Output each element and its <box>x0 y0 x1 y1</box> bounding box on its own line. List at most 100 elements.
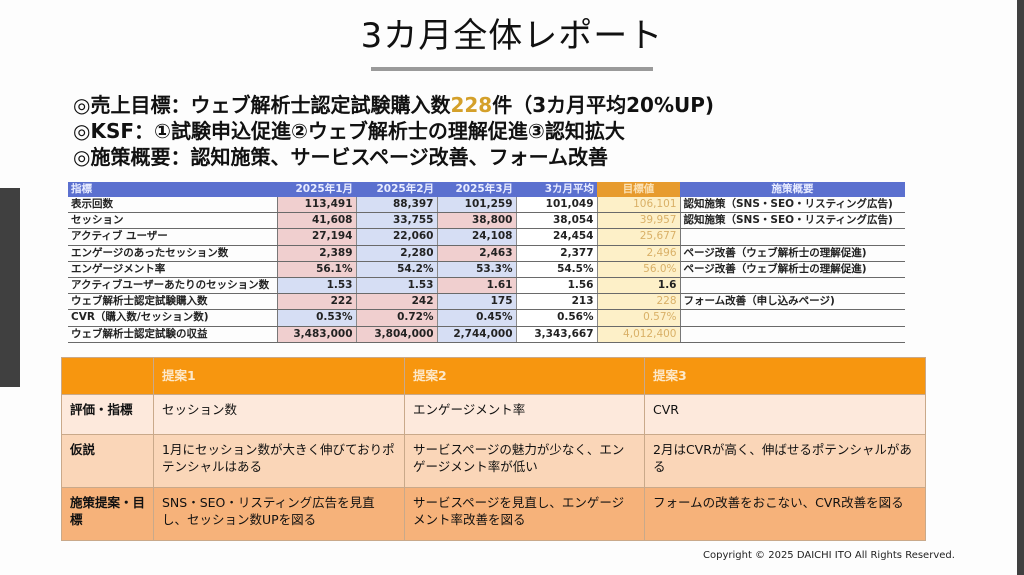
kpi-cell-mar: 175 <box>437 293 517 311</box>
bullet-ksf: ◎KSF：①試験申込促進②ウェブ解析士の理解促進③認知拡大 <box>73 119 625 143</box>
proposal-cell: 1月にセッション数が大きく伸びておりポテンシャルはある <box>153 434 405 488</box>
kpi-header-target: 目標値 <box>597 182 680 197</box>
kpi-row-label: CVR（購入数/セッション数) <box>68 309 278 327</box>
kpi-cell-target: 228 <box>597 293 681 311</box>
kpi-cell-target: 1.6 <box>597 277 681 295</box>
kpi-cell-target: 4,012,400 <box>597 326 681 343</box>
kpi-row-label: ウェブ解析士認定試験購入数 <box>68 293 278 311</box>
proposal-header-row: 提案1 提案2 提案3 <box>61 357 926 395</box>
title-underline <box>371 67 653 71</box>
proposal-row-label: 評価・指標 <box>61 394 154 435</box>
kpi-cell-feb: 3,804,000 <box>356 326 438 343</box>
proposal-cell: 2月はCVRが高く、伸ばせるポテンシャルがある <box>644 434 926 488</box>
bullet-suffix: 件（3カ月平均20%UP) <box>492 93 715 117</box>
proposal-row-plan: 施策提案・目標 SNS・SEO・リスティング広告を見直し、セッション数UPを図る… <box>61 487 926 541</box>
proposal-cell: セッション数 <box>153 394 405 435</box>
proposal-table: 提案1 提案2 提案3 評価・指標 セッション数 エンゲージメント率 CVR 仮… <box>61 357 926 541</box>
kpi-row: CVR（購入数/セッション数) 0.53% 0.72% 0.45% 0.56% 0.57% <box>68 309 905 327</box>
proposal-row-label: 施策提案・目標 <box>61 487 154 541</box>
kpi-row: エンゲージのあったセッション数 2,389 2,280 2,463 2,377 2,496… <box>68 245 905 262</box>
kpi-cell-mar: 53.3% <box>437 261 517 278</box>
proposal-cell: SNS・SEO・リスティング広告を見直し、セッション数UPを図る <box>153 487 405 541</box>
kpi-cell-jan: 2,389 <box>277 245 357 262</box>
kpi-cell-avg: 54.5% <box>516 261 598 278</box>
kpi-cell-summary <box>679 326 905 343</box>
kpi-cell-feb: 33,755 <box>356 212 438 230</box>
proposal-row-label: 仮説 <box>61 434 154 488</box>
kpi-row: セッション 41,608 33,755 38,800 38,054 39,957 認知施策（… <box>68 212 905 230</box>
kpi-cell-summary <box>679 309 905 327</box>
kpi-cell-summary <box>679 277 905 295</box>
proposal-header-1: 提案1 <box>153 357 405 395</box>
kpi-cell-mar: 1.61 <box>437 277 517 295</box>
kpi-row: アクティブ ユーザー 27,194 22,060 24,108 24,454 25,677 <box>68 228 905 246</box>
kpi-cell-jan: 27,194 <box>277 228 357 246</box>
summary-bullets: ◎売上目標：ウェブ解析士認定試験購入数228件（3カ月平均20%UP) ◎KSF… <box>73 92 714 170</box>
kpi-cell-avg: 24,454 <box>516 228 598 246</box>
kpi-cell-mar: 0.45% <box>437 309 517 327</box>
copyright-footer: Copyright © 2025 DAICHI ITO All Rights R… <box>703 550 955 561</box>
kpi-cell-target: 25,677 <box>597 228 681 246</box>
kpi-cell-mar: 38,800 <box>437 212 517 230</box>
kpi-cell-summary: フォーム改善（申し込みページ) <box>679 293 905 311</box>
kpi-cell-jan: 0.53% <box>277 309 357 327</box>
kpi-row-label: アクティブユーザーあたりのセッション数 <box>68 277 278 295</box>
kpi-cell-feb: 242 <box>356 293 438 311</box>
kpi-cell-summary: 認知施策（SNS・SEO・リスティング広告) <box>679 212 905 230</box>
kpi-cell-summary: ページ改善（ウェブ解析士の理解促進) <box>679 245 905 262</box>
kpi-cell-avg: 0.56% <box>516 309 598 327</box>
kpi-cell-mar: 101,259 <box>437 197 517 214</box>
kpi-header-row: 指標 2025年1月 2025年2月 2025年3月 3カ月平均 目標値 施策概… <box>68 182 905 197</box>
kpi-cell-jan: 222 <box>277 293 357 311</box>
kpi-cell-feb: 0.72% <box>356 309 438 327</box>
kpi-row: アクティブユーザーあたりのセッション数 1.53 1.53 1.61 1.56 1.6 <box>68 277 905 295</box>
bullet-prefix: ◎売上目標：ウェブ解析士認定試験購入数 <box>73 93 451 117</box>
proposal-row-metric: 評価・指標 セッション数 エンゲージメント率 CVR <box>61 394 926 435</box>
kpi-cell-feb: 22,060 <box>356 228 438 246</box>
proposal-cell: CVR <box>644 394 926 435</box>
kpi-cell-target: 2,496 <box>597 245 681 262</box>
kpi-cell-avg: 3,343,667 <box>516 326 598 343</box>
bullet-measures: ◎施策概要：認知施策、サービスページ改善、フォーム改善 <box>73 145 609 169</box>
kpi-header-jan: 2025年1月 <box>277 182 356 197</box>
kpi-cell-avg: 38,054 <box>516 212 598 230</box>
kpi-cell-avg: 1.56 <box>516 277 598 295</box>
kpi-row-label: ウェブ解析士認定試験の収益 <box>68 326 278 343</box>
kpi-cell-summary: 認知施策（SNS・SEO・リスティング広告) <box>679 197 905 214</box>
kpi-header-label: 指標 <box>68 182 277 197</box>
kpi-row-label: アクティブ ユーザー <box>68 228 278 246</box>
kpi-cell-feb: 1.53 <box>356 277 438 295</box>
proposal-row-hypothesis: 仮説 1月にセッション数が大きく伸びておりポテンシャルはある サービスページの魅… <box>61 434 926 488</box>
kpi-cell-jan: 56.1% <box>277 261 357 278</box>
proposal-header-2: 提案2 <box>404 357 645 395</box>
kpi-cell-mar: 2,463 <box>437 245 517 262</box>
kpi-cell-target: 56.0% <box>597 261 681 278</box>
proposal-header-3: 提案3 <box>644 357 926 395</box>
kpi-cell-avg: 213 <box>516 293 598 311</box>
kpi-cell-summary <box>679 228 905 246</box>
proposal-cell: エンゲージメント率 <box>404 394 645 435</box>
kpi-header-feb: 2025年2月 <box>356 182 437 197</box>
kpi-row: ウェブ解析士認定試験の収益 3,483,000 3,804,000 2,744,000… <box>68 326 905 343</box>
kpi-cell-jan: 1.53 <box>277 277 357 295</box>
bullet-sales-target: ◎売上目標：ウェブ解析士認定試験購入数228件（3カ月平均20%UP) <box>73 92 714 118</box>
bullet-highlight-value: 228 <box>450 93 493 117</box>
kpi-cell-avg: 101,049 <box>516 197 598 214</box>
kpi-cell-feb: 2,280 <box>356 245 438 262</box>
kpi-cell-target: 0.57% <box>597 309 681 327</box>
kpi-cell-target: 106,101 <box>597 197 681 214</box>
kpi-row-label: セッション <box>68 212 278 230</box>
kpi-cell-target: 39,957 <box>597 212 681 230</box>
kpi-cell-feb: 88,397 <box>356 197 438 214</box>
kpi-header-summary: 施策概要 <box>680 182 905 197</box>
slide-title: 3カ月全体レポート <box>360 16 664 56</box>
kpi-table: 指標 2025年1月 2025年2月 2025年3月 3カ月平均 目標値 施策概… <box>68 182 905 343</box>
kpi-cell-jan: 41,608 <box>277 212 357 230</box>
proposal-header-corner <box>61 357 154 395</box>
kpi-row: エンゲージメント率 56.1% 54.2% 53.3% 54.5% 56.0% ページ改善（… <box>68 261 905 278</box>
kpi-header-mar: 2025年3月 <box>437 182 516 197</box>
kpi-row-label: エンゲージメント率 <box>68 261 278 278</box>
kpi-cell-mar: 24,108 <box>437 228 517 246</box>
kpi-cell-jan: 113,491 <box>277 197 357 214</box>
proposal-cell: サービスページを見直し、エンゲージメント率改善を図る <box>404 487 645 541</box>
